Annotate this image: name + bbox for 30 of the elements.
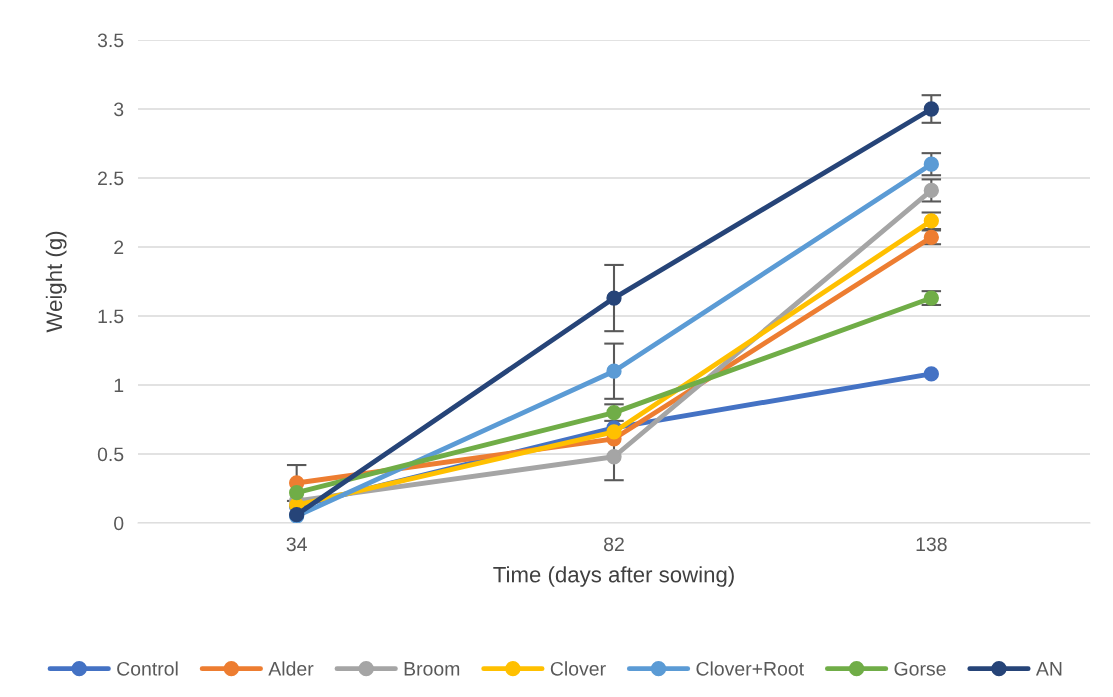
- legend-label: Broom: [404, 662, 460, 676]
- x-axis-title: Time (days after sowing): [493, 566, 734, 587]
- y-tick-label: 3.5: [97, 33, 124, 48]
- y-tick-label: 2.5: [98, 171, 124, 186]
- y-tick-label: 3: [114, 102, 124, 117]
- y-tick-label: 0: [114, 516, 124, 531]
- x-tick-label: 138: [916, 537, 947, 552]
- legend-label: Alder: [268, 661, 314, 676]
- point: [606, 290, 622, 306]
- point: [923, 366, 939, 382]
- point: [923, 290, 939, 306]
- legend-label: Control: [117, 661, 178, 676]
- x-tick-label: 34: [286, 537, 307, 552]
- point: [606, 424, 622, 440]
- point: [923, 229, 939, 245]
- y-tick-label: 1.5: [98, 309, 124, 324]
- y-tick-label: 1: [114, 378, 124, 393]
- legend-label: Clover: [550, 661, 606, 676]
- legend-label: AN: [1035, 662, 1062, 676]
- y-axis-title: Weight (g): [45, 231, 67, 333]
- point: [606, 449, 622, 465]
- x-tick-label: 82: [604, 537, 624, 552]
- legend-label: Clover+Root: [696, 661, 804, 676]
- point: [289, 485, 305, 501]
- point: [606, 363, 622, 379]
- legend-label: Gorse: [894, 661, 946, 676]
- y-tick-label: 2: [114, 240, 124, 255]
- point: [923, 156, 939, 172]
- point: [923, 101, 939, 117]
- y-tick-label: 0.5: [97, 447, 124, 462]
